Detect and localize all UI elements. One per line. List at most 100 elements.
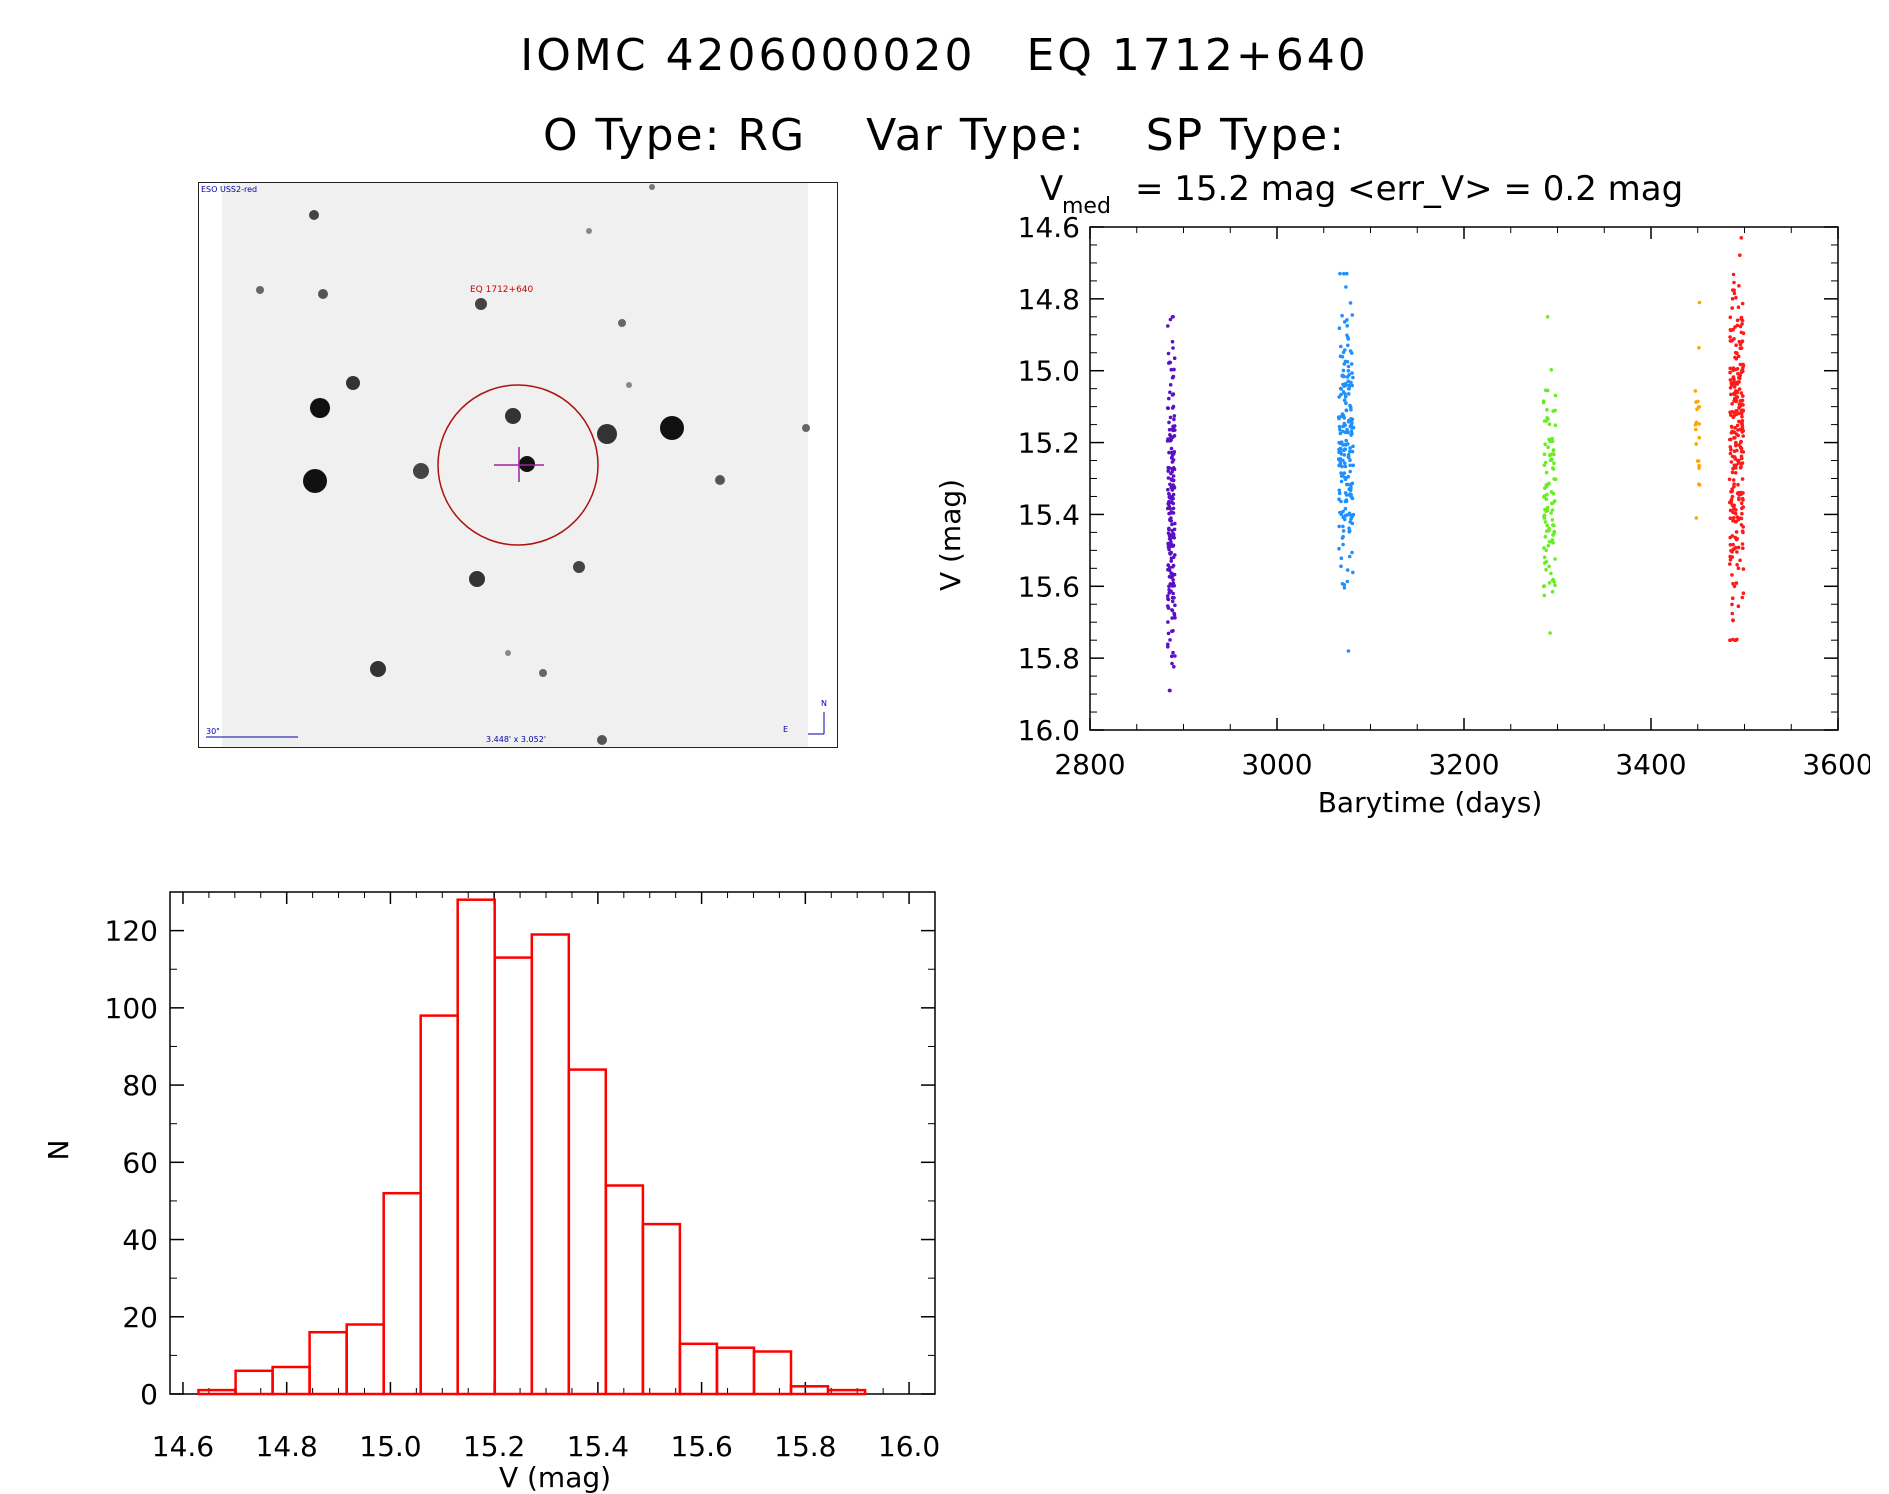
lc-point-season5 — [1741, 567, 1746, 571]
lc-point-season2 — [1344, 401, 1348, 405]
lc-point-season1 — [1168, 415, 1173, 420]
lc-point-season2 — [1339, 556, 1344, 560]
lc-point-season1 — [1172, 596, 1176, 600]
lc-point-season2 — [1344, 438, 1348, 443]
lc-point-season2 — [1342, 384, 1346, 388]
lc-point-season3 — [1552, 461, 1556, 466]
lc-point-season3 — [1552, 531, 1556, 536]
object-type: O Type: RG — [542, 110, 807, 161]
lc-point-season5 — [1729, 500, 1734, 504]
lc-point-season5 — [1739, 236, 1744, 240]
lc-point-season3 — [1548, 453, 1552, 458]
lc-point-season1 — [1169, 438, 1173, 442]
lc-point-season5 — [1728, 378, 1733, 382]
lc-point-season5 — [1736, 482, 1740, 487]
lc-point-season5 — [1727, 477, 1732, 482]
lc-point-season5 — [1739, 330, 1744, 335]
lc-point-season2 — [1348, 449, 1352, 454]
variable-type: Var Type: — [866, 110, 1086, 161]
lc-point-season5 — [1739, 501, 1744, 506]
lc-point-season3 — [1547, 437, 1551, 442]
lc-point-season5 — [1731, 272, 1736, 277]
lc-point-season5 — [1733, 519, 1737, 524]
lc-point-season2 — [1343, 392, 1347, 396]
lc-point-season3 — [1544, 497, 1549, 502]
lc-point-season2 — [1345, 333, 1349, 338]
lc-point-season5 — [1737, 443, 1741, 447]
lc-point-season4 — [1694, 516, 1699, 520]
lc-point-season1 — [1171, 474, 1176, 478]
lc-point-season1 — [1167, 545, 1171, 549]
lc-point-season3 — [1543, 534, 1548, 539]
lc-point-season1 — [1167, 495, 1172, 500]
lc-point-season2 — [1351, 463, 1355, 468]
lc-point-season5 — [1732, 291, 1737, 296]
lc-point-season3 — [1543, 460, 1548, 465]
lc-point-season2 — [1350, 383, 1354, 388]
lc-point-season5 — [1734, 382, 1738, 386]
lc-point-season1 — [1166, 351, 1171, 356]
lc-point-season5 — [1740, 595, 1745, 600]
lc-point-season1 — [1172, 424, 1177, 428]
lc-point-season1 — [1171, 591, 1175, 596]
lc-point-season5 — [1741, 429, 1745, 433]
hist-xtick-label: 15.8 — [774, 1430, 836, 1463]
lc-point-season2 — [1341, 509, 1345, 514]
lc-point-season5 — [1735, 323, 1740, 328]
lc-point-season5 — [1738, 324, 1743, 329]
lc-point-season5 — [1730, 596, 1735, 600]
lc-point-season2 — [1349, 380, 1353, 385]
lc-point-season3 — [1542, 593, 1547, 598]
hist-ytick-label: 80 — [122, 1069, 158, 1102]
lc-point-season4 — [1697, 466, 1701, 470]
lc-point-season2 — [1348, 469, 1352, 474]
lc-point-season2 — [1350, 550, 1354, 555]
lc-point-season2 — [1347, 386, 1351, 390]
lc-ytick-label: 14.6 — [1018, 211, 1080, 244]
lc-point-season1 — [1170, 494, 1175, 499]
lc-point-season5 — [1736, 354, 1741, 359]
lc-point-season2 — [1337, 546, 1341, 551]
lc-point-season5 — [1736, 458, 1740, 463]
lc-point-season1 — [1169, 367, 1174, 372]
lc-point-season5 — [1731, 466, 1735, 471]
lc-ytick-label: 15.8 — [1018, 642, 1080, 675]
hist-xtick-label: 16.0 — [878, 1430, 940, 1463]
lc-point-season5 — [1737, 406, 1741, 410]
lc-point-season2 — [1342, 271, 1346, 276]
lc-point-season3 — [1543, 561, 1547, 565]
lc-point-season2 — [1341, 429, 1345, 434]
lc-point-season1 — [1171, 629, 1175, 633]
lc-point-season5 — [1737, 339, 1742, 344]
lc-point-season1 — [1170, 528, 1174, 533]
lc-point-season2 — [1339, 479, 1344, 484]
spectral-type: SP Type: — [1145, 110, 1347, 161]
hist-ytick-label: 0 — [140, 1378, 158, 1411]
lc-point-season5 — [1728, 437, 1733, 442]
lc-point-season2 — [1343, 464, 1348, 469]
lc-point-season1 — [1170, 406, 1175, 410]
hist-bar — [456, 898, 496, 1396]
lc-point-season2 — [1342, 586, 1347, 590]
lc-point-season5 — [1730, 573, 1734, 577]
lc-point-season5 — [1738, 362, 1743, 367]
lc-point-season5 — [1730, 487, 1734, 492]
lc-ytick-label: 15.0 — [1018, 355, 1080, 388]
lc-point-season3 — [1545, 388, 1550, 393]
light-curve-chart: V med = 15.2 mag <err_V> = 0.2 mag 2800 3… — [934, 170, 1870, 819]
lc-point-season5 — [1737, 375, 1741, 380]
lc-point-season5 — [1740, 542, 1745, 546]
lc-point-season5 — [1730, 550, 1734, 554]
lc-point-season1 — [1172, 572, 1177, 577]
lc-point-season5 — [1734, 581, 1739, 585]
lc-point-season1 — [1166, 642, 1170, 647]
hist-bar — [493, 956, 534, 1396]
lc-point-season2 — [1345, 324, 1349, 328]
hist-ylabel: N — [42, 1140, 75, 1161]
hist-xtick-label: 15.0 — [359, 1430, 421, 1463]
lc-point-season3 — [1553, 477, 1558, 482]
lc-point-season1 — [1167, 688, 1172, 693]
lc-point-season3 — [1545, 315, 1550, 319]
lc-point-season3 — [1544, 509, 1548, 513]
lc-point-season1 — [1171, 483, 1175, 487]
